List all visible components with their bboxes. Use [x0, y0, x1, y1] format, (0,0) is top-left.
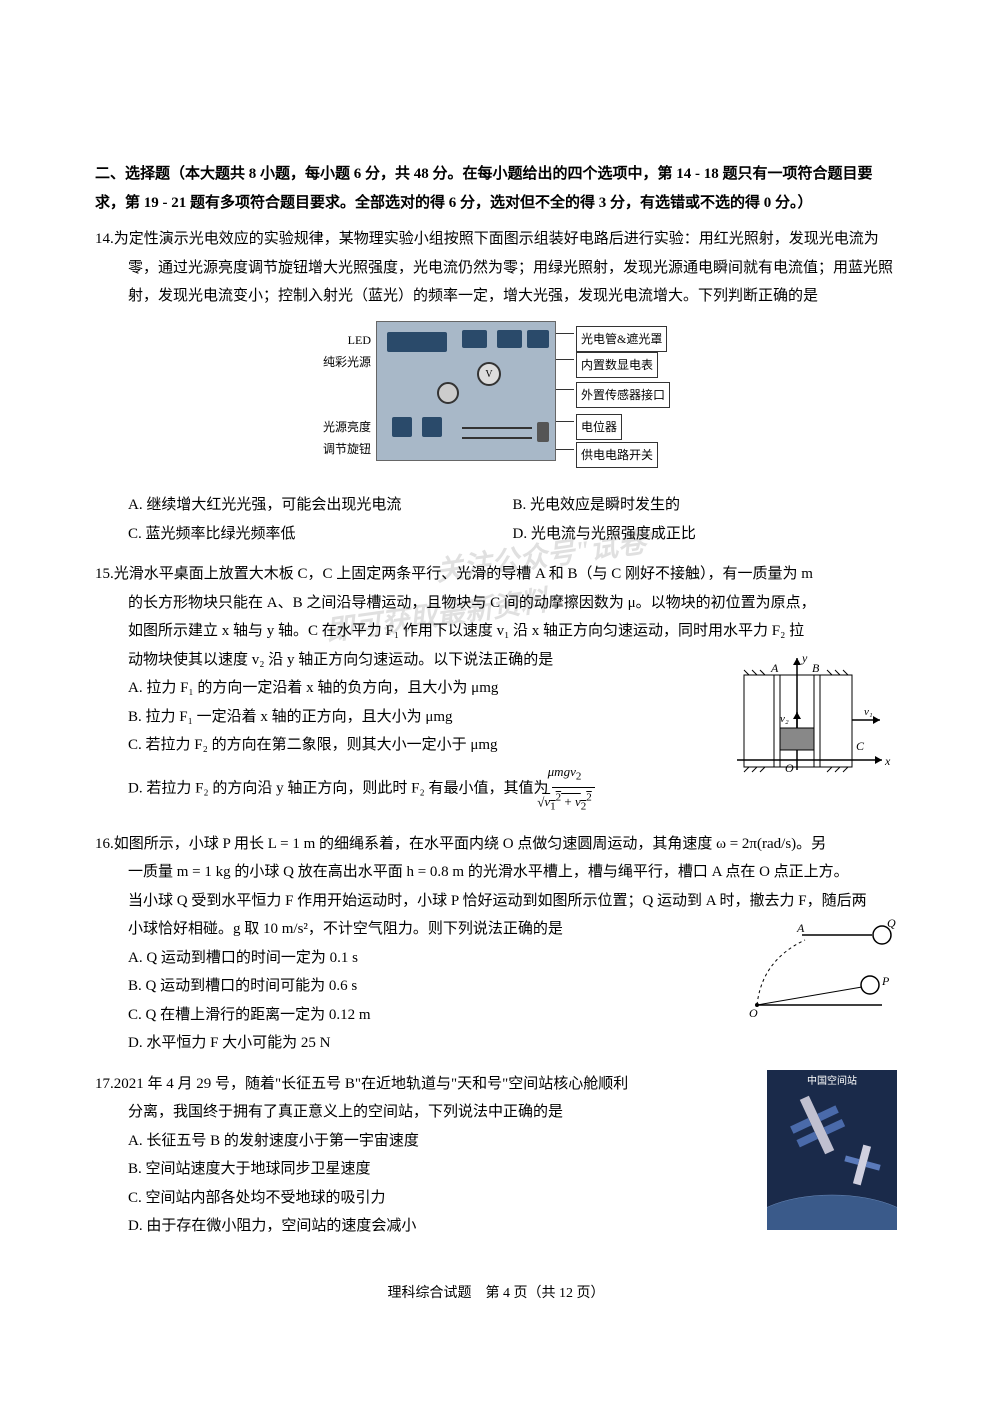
q14-optD: D. 光电流与光照强度成正比: [513, 520, 898, 549]
svg-text:Q: Q: [887, 916, 896, 930]
section-header: 二、选择题（本大题共 8 小题，每小题 6 分，共 48 分。在每小题给出的四个…: [95, 160, 897, 217]
q17-figure: 中国空间站: [767, 1070, 897, 1230]
question-15: 关注公众号"试卷" 即可获取最新资料 15.光滑水平桌面上放置大木板 C，C 上…: [95, 560, 897, 818]
svg-text:y: y: [801, 651, 808, 665]
footer-text: 理科综合试题 第 4 页（共 12 页）: [388, 1286, 605, 1301]
q16-line2: 一质量 m = 1 kg 的小球 Q 放在高出水平面 h = 0.8 m 的光滑…: [95, 858, 897, 887]
svg-text:O: O: [749, 1006, 758, 1020]
q15-line1: 15.光滑水平桌面上放置大木板 C，C 上固定两条平行、光滑的导槽 A 和 B（…: [95, 560, 897, 589]
section-title: 二、选择题（本大题共 8 小题，每小题 6 分，共 48 分。在每小题给出的四个…: [95, 166, 873, 211]
label-tube: 光电管&遮光罩: [576, 326, 667, 353]
svg-text:v₁: v₁: [864, 706, 873, 718]
svg-text:C: C: [856, 739, 865, 753]
label-led: LED 纯彩光源: [286, 329, 371, 375]
q16-num: 16.: [95, 836, 114, 852]
q16-figure: A Q O P: [727, 915, 897, 1036]
svg-text:v₂: v₂: [780, 713, 789, 725]
question-16: 16.如图所示，小球 P 用长 L = 1 m 的细绳系着，在水平面内绕 O 点…: [95, 830, 897, 1058]
svg-text:P: P: [881, 974, 890, 988]
label-brightness: 光源亮度 调节旋钮: [286, 416, 371, 462]
label-sensor: 外置传感器接口: [576, 382, 670, 409]
q14-optA: A. 继续增大红光光强，可能会出现光电流: [128, 491, 513, 520]
q15-line2: 的长方形物块只能在 A、B 之间沿导槽运动，且物块与 C 间的动摩擦因数为 μ。…: [95, 589, 897, 618]
svg-text:A: A: [796, 921, 805, 935]
space-station-label: 中国空间站: [807, 1074, 857, 1087]
q15-line3: 如图所示建立 x 轴与 y 轴。C 在水平力 F₁ 作用下以速度 v₁ 沿 x …: [95, 617, 897, 646]
page-footer: 理科综合试题 第 4 页（共 12 页）: [95, 1281, 897, 1308]
q14-optB: B. 光电效应是瞬时发生的: [513, 491, 898, 520]
question-17: 中国空间站 17.2021 年 4 月 29 号，随着"长征五号 B"在近地轨道…: [95, 1070, 897, 1241]
circuit-diagram: LED 纯彩光源 光源亮度 调节旋钮 V 光电管&遮光罩: [286, 321, 706, 471]
label-switch: 供电电路开关: [576, 442, 658, 469]
svg-text:B: B: [812, 661, 820, 675]
q14-body: 为定性演示光电效应的实验规律，某物理实验小组按照下面图示组装好电路后进行实验：用…: [114, 231, 893, 304]
q14-optC: C. 蓝光频率比绿光频率低: [128, 520, 513, 549]
svg-text:A: A: [770, 661, 779, 675]
svg-text:O: O: [785, 761, 794, 775]
q14-num: 14.: [95, 231, 114, 247]
q17-num: 17.: [95, 1076, 114, 1092]
q15-num: 15.: [95, 566, 114, 582]
svg-text:x: x: [884, 754, 891, 768]
question-14: 14.为定性演示光电效应的实验规律，某物理实验小组按照下面图示组装好电路后进行实…: [95, 225, 897, 548]
q15-figure: x y O C A B v₂ v₁: [732, 650, 897, 791]
q14-figure: LED 纯彩光源 光源亮度 调节旋钮 V 光电管&遮光罩: [95, 321, 897, 482]
q16-line1: 16.如图所示，小球 P 用长 L = 1 m 的细绳系着，在水平面内绕 O 点…: [95, 830, 897, 859]
circuit-photo: V: [376, 321, 556, 461]
q16-line3: 当小球 Q 受到水平恒力 F 作用开始运动时，小球 P 恰好运动到如图所示位置；…: [95, 887, 897, 916]
q14-options: A. 继续增大红光光强，可能会出现光电流 B. 光电效应是瞬时发生的 C. 蓝光…: [95, 491, 897, 548]
label-pot: 电位器: [576, 414, 622, 441]
q14-text: 14.为定性演示光电效应的实验规律，某物理实验小组按照下面图示组装好电路后进行实…: [95, 225, 897, 311]
fraction: μmgv2 √v12 + v22: [552, 760, 595, 818]
label-meter: 内置数显电表: [576, 352, 658, 379]
